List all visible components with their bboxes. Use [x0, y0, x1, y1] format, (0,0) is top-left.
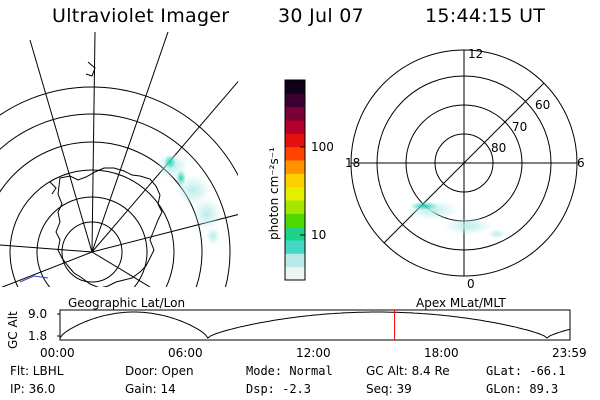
geographic-map: [0, 32, 238, 287]
time-tick-label: 12:00: [296, 346, 331, 360]
apex-polar-plot: [350, 49, 578, 277]
longitude-line: [91, 251, 151, 287]
image-date: 30 Jul 07: [278, 5, 365, 27]
geographic-panel-label: Geographic Lat/Lon: [68, 296, 186, 310]
ip-value: IP: 36.0: [10, 382, 56, 396]
time-tick-label: 23:59: [552, 346, 587, 360]
latitude-circle: [9, 169, 175, 287]
sequence-value: Seq: 39: [366, 382, 412, 396]
colorbar-cell: [285, 213, 305, 228]
colorbar-tick-label: 10: [311, 228, 327, 242]
longitude-line: [91, 214, 238, 253]
coastline-fragment: [19, 275, 49, 283]
coastline-fragment: [85, 61, 96, 77]
time-tick-label: 00:00: [40, 346, 75, 360]
coastline-fragment: [49, 181, 57, 195]
altitude-strip: [57, 309, 571, 341]
colorbar-cell: [285, 240, 305, 254]
mlt-label-0: 0: [467, 277, 475, 291]
apex-aurora-emission: [406, 200, 506, 239]
mlt-label-12: 12: [468, 47, 484, 61]
mlt-meridian-diagonal: [383, 82, 545, 244]
altitude-strip-frame: [59, 309, 571, 341]
instrument-title: Ultraviolet Imager: [52, 5, 230, 27]
longitude-line: [29, 39, 93, 253]
image-time: 15:44:15 UT: [425, 5, 546, 27]
colorbar-cell: [285, 186, 305, 201]
door-status: Door: Open: [125, 364, 194, 378]
altitude-curve: [59, 311, 571, 339]
apex-panel-label: Apex MLat/MLT: [416, 296, 506, 310]
colorbar-cell: [285, 106, 305, 121]
colorbar-cell: [285, 133, 305, 148]
glat-value: GLat: -66.1: [486, 364, 566, 378]
latitude-circle: [0, 86, 238, 177]
colorbar-cell: [285, 80, 305, 94]
geo-aurora-emission: [156, 153, 221, 245]
mlt-label-6: 6: [577, 156, 585, 170]
colorbar-cell: [285, 266, 305, 281]
altitude-y-tick: 9.0: [28, 307, 48, 321]
gc-altitude-value: GC Alt: 8.4 Re: [366, 364, 450, 378]
mlat-label-60: 60: [535, 98, 551, 112]
time-tick-label: 06:00: [168, 346, 203, 360]
colorbar: [284, 79, 306, 281]
colorbar-cell: [285, 200, 305, 214]
colorbar-cell: [285, 226, 305, 241]
longitude-line: [1, 251, 93, 287]
mode-value: Mode: Normal: [246, 364, 333, 378]
longitude-line: [0, 244, 93, 253]
mlat-label-70: 70: [512, 120, 528, 134]
altitude-axis-label: GC Alt: [6, 311, 20, 349]
altitude-y-tick: 1.8: [28, 329, 48, 343]
mlat-label-80: 80: [491, 141, 507, 155]
latitude-circle: [0, 113, 231, 287]
colorbar-tick-label: 100: [311, 140, 334, 154]
mlt-label-18: 18: [345, 156, 361, 170]
colorbar-cell: [285, 93, 305, 108]
colorbar-cell: [285, 120, 305, 134]
colorbar-cell: [285, 146, 305, 161]
time-tick-label: 18:00: [424, 346, 459, 360]
latitude-circle: [0, 141, 203, 287]
dsp-value: Dsp: -2.3: [246, 382, 312, 396]
latitude-circle: [36, 196, 148, 287]
longitude-line: [91, 32, 169, 253]
gain-value: Gain: 14: [125, 382, 176, 396]
filter-value: Flt: LBHL: [10, 364, 64, 378]
colorbar-unit-label: photon cm⁻²s⁻¹: [267, 147, 281, 240]
colorbar-cell: [285, 173, 305, 188]
colorbar-cell: [285, 253, 305, 268]
glon-value: GLon: 89.3: [486, 382, 559, 396]
antarctica-coastline: [55, 167, 163, 287]
colorbar-cell: [285, 160, 305, 174]
